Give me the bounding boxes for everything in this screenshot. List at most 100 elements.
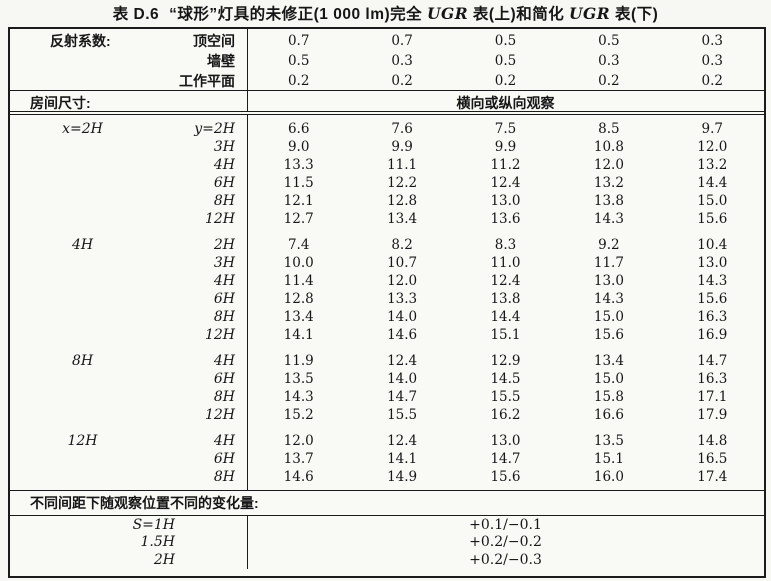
ugr-data-section: x=2H y=2H 6.6 7.6 7.5 8.5 9.7 3H 9.0 9.9 9.9 10.8 12… bbox=[10, 115, 764, 491]
ugr-value: 9.7 bbox=[701, 121, 724, 137]
ugr-value: 8.2 bbox=[391, 237, 413, 253]
variation-value: +0.2/−0.3 bbox=[469, 551, 542, 568]
variation-header-label: 不同间距下随观察位置不同的变化量: bbox=[30, 495, 259, 511]
ugr-value: 11.7 bbox=[593, 255, 624, 271]
ugr-value: 12.0 bbox=[593, 157, 624, 173]
ugr-value: 14.9 bbox=[387, 469, 418, 485]
room-y-label: 12H bbox=[204, 327, 235, 343]
ugr-value: 11.4 bbox=[283, 273, 314, 289]
ugr-value: 14.7 bbox=[490, 451, 521, 467]
ugr-table: 反射系数: 顶空间 0.7 0.7 0.5 0.5 0.3 墙壁 0.5 0.3… bbox=[8, 27, 766, 578]
ugr-term: UGR bbox=[569, 4, 611, 23]
table-title: 表 D.6 “球形”灯具的未修正(1 000 lm)完全 UGR 表(上)和简化 … bbox=[0, 3, 771, 26]
column-divider bbox=[247, 516, 248, 569]
ugr-value: 12.9 bbox=[490, 353, 521, 369]
variation-section: S=1H +0.1/−0.1 1.5H +0.2/−0.2 2H +0.2/−0… bbox=[10, 516, 764, 569]
reflectance-value: 0.2 bbox=[391, 73, 413, 89]
ugr-value: 9.9 bbox=[391, 139, 413, 155]
ugr-value: 13.6 bbox=[490, 211, 521, 227]
ugr-value: 14.1 bbox=[387, 451, 418, 467]
ugr-value: 17.9 bbox=[697, 407, 728, 423]
ugr-value: 11.2 bbox=[490, 157, 521, 173]
room-x-label: 4H bbox=[71, 237, 94, 253]
ugr-value: 14.7 bbox=[697, 353, 728, 369]
ugr-value: 15.6 bbox=[697, 211, 728, 227]
ugr-data-row: 8H 4H 11.9 12.4 12.9 13.4 14.7 bbox=[10, 352, 764, 370]
ugr-data-row: 4H 2H 7.4 8.2 8.3 9.2 10.4 bbox=[10, 236, 764, 254]
ugr-block: 12H 4H 12.0 12.4 13.0 13.5 14.8 6H 13.7 14.1 14.7 1… bbox=[10, 432, 764, 486]
variation-row: 2H +0.2/−0.3 bbox=[10, 552, 764, 569]
ugr-value: 13.8 bbox=[593, 193, 624, 209]
ugr-value: 7.5 bbox=[494, 121, 517, 137]
reflectance-value: 0.7 bbox=[287, 33, 310, 49]
reflectance-value: 0.2 bbox=[701, 73, 724, 89]
ugr-value: 11.1 bbox=[387, 157, 418, 173]
ugr-data-row: 6H 13.5 14.0 14.5 15.0 16.3 bbox=[10, 370, 764, 388]
ugr-value: 9.0 bbox=[287, 139, 310, 155]
reflectance-value: 0.3 bbox=[598, 53, 620, 69]
ugr-value: 15.0 bbox=[593, 371, 624, 387]
ugr-data-row: 12H 4H 12.0 12.4 13.0 13.5 14.8 bbox=[10, 432, 764, 450]
ugr-value: 12.1 bbox=[283, 193, 314, 209]
ugr-value: 8.3 bbox=[494, 237, 517, 253]
ugr-value: 16.6 bbox=[593, 407, 624, 423]
ugr-value: 11.5 bbox=[283, 175, 314, 191]
ugr-value: 12.4 bbox=[387, 433, 418, 449]
reflectance-value: 0.2 bbox=[598, 73, 620, 89]
ugr-value: 15.1 bbox=[593, 451, 624, 467]
surface-label: 顶空间 bbox=[193, 33, 235, 49]
ugr-value: 13.8 bbox=[490, 291, 521, 307]
column-divider bbox=[247, 91, 248, 111]
room-y-label: 3H bbox=[213, 255, 235, 271]
ugr-value: 12.4 bbox=[490, 273, 521, 289]
ugr-value: 14.8 bbox=[697, 433, 728, 449]
ugr-value: 17.1 bbox=[697, 389, 728, 405]
ugr-data-row: 4H 13.3 11.1 11.2 12.0 13.2 bbox=[10, 156, 764, 174]
spacing-label: 2H bbox=[153, 551, 175, 568]
ugr-data-row: 8H 14.6 14.9 15.6 16.0 17.4 bbox=[10, 468, 764, 486]
variation-value: +0.2/−0.2 bbox=[469, 534, 542, 551]
ugr-block: 8H 4H 11.9 12.4 12.9 13.4 14.7 6H 13.5 14.0 14.5 15… bbox=[10, 352, 764, 424]
ugr-data-row: 8H 13.4 14.0 14.4 15.0 16.3 bbox=[10, 308, 764, 326]
room-y-label: 3H bbox=[213, 139, 235, 155]
ugr-value: 10.7 bbox=[387, 255, 418, 271]
ugr-data-row: 12H 12.7 13.4 13.6 14.3 15.6 bbox=[10, 210, 764, 228]
ugr-value: 13.4 bbox=[283, 309, 314, 325]
room-x-label bbox=[10, 272, 155, 290]
ugr-value: 13.0 bbox=[697, 255, 728, 271]
room-x-label: x=2H bbox=[62, 121, 103, 137]
room-y-label: 8H bbox=[213, 469, 235, 485]
ugr-value: 12.8 bbox=[387, 193, 418, 209]
room-size-row: 房间尺寸: 横向或纵向观察 bbox=[10, 91, 764, 115]
title-text-3: 表(下) bbox=[610, 6, 659, 23]
ugr-data-row: 3H 10.0 10.7 11.0 11.7 13.0 bbox=[10, 254, 764, 272]
room-x-label bbox=[10, 174, 155, 192]
ugr-value: 12.4 bbox=[387, 353, 418, 369]
ugr-data-row: 6H 13.7 14.1 14.7 15.1 16.5 bbox=[10, 450, 764, 468]
variation-row: S=1H +0.1/−0.1 bbox=[10, 517, 764, 534]
reflectance-row: 工作平面 0.2 0.2 0.2 0.2 0.2 bbox=[10, 71, 764, 91]
ugr-value: 12.7 bbox=[283, 211, 314, 227]
room-x-label bbox=[10, 370, 155, 388]
room-y-label: 12H bbox=[204, 407, 235, 423]
room-y-label: 4H bbox=[213, 273, 235, 289]
ugr-value: 8.5 bbox=[598, 121, 620, 137]
room-y-label: 4H bbox=[213, 353, 235, 369]
surface-label: 墙壁 bbox=[207, 53, 235, 69]
ugr-value: 14.3 bbox=[283, 389, 314, 405]
reflectance-value: 0.7 bbox=[391, 33, 413, 49]
variation-row: 1.5H +0.2/−0.2 bbox=[10, 534, 764, 551]
ugr-value: 16.3 bbox=[697, 371, 728, 387]
ugr-data-row: 8H 12.1 12.8 13.0 13.8 15.0 bbox=[10, 192, 764, 210]
ugr-value: 13.0 bbox=[593, 273, 624, 289]
ugr-term: UGR bbox=[426, 4, 469, 23]
ugr-block: 4H 2H 7.4 8.2 8.3 9.2 10.4 3H 10.0 10.7 11.0 11.7 13… bbox=[10, 236, 764, 344]
ugr-value: 16.9 bbox=[697, 327, 728, 343]
ugr-value: 15.5 bbox=[490, 389, 521, 405]
ugr-value: 7.6 bbox=[391, 121, 413, 137]
ugr-value: 14.6 bbox=[283, 469, 314, 485]
title-text-2: 表(上)和简化 bbox=[468, 6, 570, 23]
ugr-value: 9.2 bbox=[598, 237, 620, 253]
ugr-value: 13.7 bbox=[283, 451, 314, 467]
